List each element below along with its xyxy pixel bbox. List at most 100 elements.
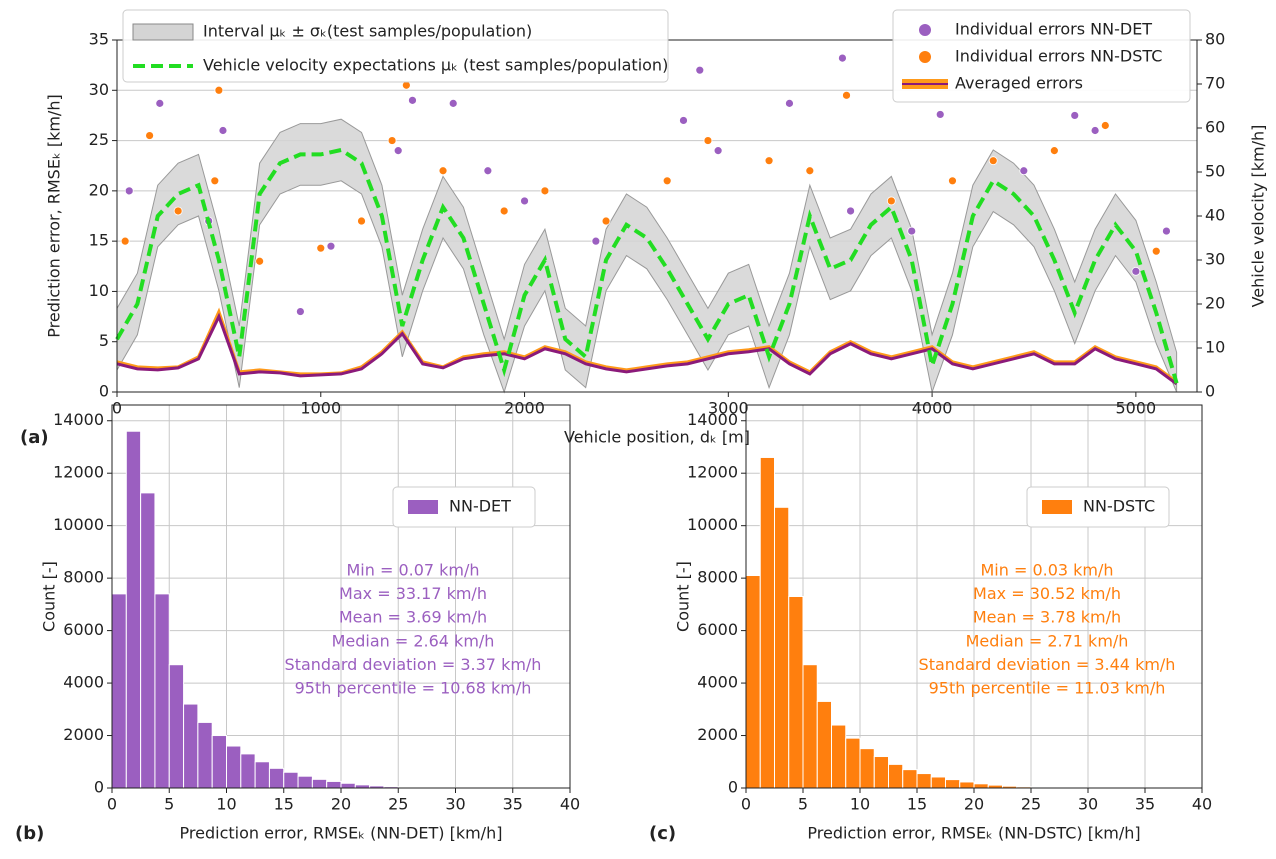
x-tick-label: 15 bbox=[907, 795, 927, 814]
error-point bbox=[295, 307, 305, 316]
histogram-bar bbox=[254, 761, 270, 789]
y2-axis-label: Vehicle velocity [km/h] bbox=[1249, 125, 1268, 308]
x-axis-label: Prediction error, RMSEₖ (NN-DSTC) [km/h] bbox=[807, 824, 1140, 843]
x-tick-label: 5 bbox=[164, 795, 174, 814]
error-point bbox=[173, 206, 183, 216]
legend-box bbox=[1026, 486, 1170, 528]
histogram-bar bbox=[111, 593, 127, 789]
histogram-bar bbox=[959, 781, 975, 789]
y-tick-label: 6000 bbox=[697, 620, 738, 639]
x-tick-label: 10 bbox=[850, 795, 870, 814]
error-point bbox=[842, 90, 851, 100]
stats-annotation: Max = 30.52 km/h bbox=[973, 584, 1121, 603]
histogram-bar bbox=[845, 737, 861, 789]
y-axis-label: Count [-] bbox=[40, 561, 59, 632]
error-point bbox=[886, 196, 896, 206]
stats-annotation: Median = 2.64 km/h bbox=[332, 631, 495, 650]
histogram-bar bbox=[973, 783, 989, 789]
legend-velocity: Interval μₖ ± σₖ(test samples/population… bbox=[122, 9, 669, 83]
error-point bbox=[316, 243, 326, 253]
error-point bbox=[155, 98, 165, 108]
histogram-bar bbox=[902, 769, 918, 789]
velocity-band bbox=[116, 118, 1178, 394]
error-point bbox=[520, 196, 529, 206]
legend-label: Interval μₖ ± σₖ(test samples/population… bbox=[203, 22, 532, 41]
x-axis-label: Vehicle position, dₖ [m] bbox=[564, 428, 750, 447]
error-point bbox=[448, 98, 458, 108]
legend-swatch bbox=[408, 500, 438, 514]
error-point bbox=[120, 236, 130, 246]
panel-label: (b) bbox=[15, 823, 44, 844]
histogram-bar bbox=[816, 700, 832, 789]
legend-label: Individual errors NN-DSTC bbox=[955, 47, 1162, 66]
error-point bbox=[357, 216, 366, 226]
error-point bbox=[948, 176, 957, 186]
y-tick-label: 10000 bbox=[687, 515, 738, 534]
x-tick-label: 20 bbox=[331, 795, 351, 814]
stats-annotation: Mean = 3.69 km/h bbox=[339, 608, 487, 627]
legend-label: Individual errors NN-DET bbox=[955, 20, 1152, 39]
error-point bbox=[1019, 166, 1029, 176]
histogram-bar bbox=[140, 492, 156, 789]
y-tick-label: 2000 bbox=[697, 725, 738, 744]
legend-errors: Individual errors NN-DET Individual error… bbox=[892, 9, 1191, 103]
legend-box bbox=[392, 486, 536, 528]
histogram-bar bbox=[183, 703, 199, 789]
histogram-bar bbox=[831, 724, 847, 789]
y-tick-label: 15 bbox=[89, 231, 109, 250]
error-point bbox=[785, 98, 794, 108]
stats-annotation: Min = 0.07 km/h bbox=[346, 561, 479, 580]
histogram-bar bbox=[930, 776, 946, 789]
x-tick-label: 40 bbox=[560, 795, 580, 814]
x-tick-label: 15 bbox=[274, 795, 294, 814]
legend-label: NN-DSTC bbox=[1083, 497, 1155, 516]
y-tick-label: 35 bbox=[89, 30, 109, 49]
histogram-bar bbox=[774, 506, 790, 789]
plot-frame bbox=[111, 404, 571, 789]
error-point bbox=[1151, 246, 1161, 256]
y2-tick-label: 10 bbox=[1205, 338, 1225, 357]
panel-label: (a) bbox=[20, 427, 49, 448]
y-tick-label: 14000 bbox=[687, 410, 738, 429]
stats-annotation: Min = 0.03 km/h bbox=[980, 561, 1113, 580]
legend-swatch bbox=[132, 23, 194, 41]
histogram-bar bbox=[211, 735, 227, 789]
y-tick-label: 10000 bbox=[53, 515, 104, 534]
error-point bbox=[591, 236, 601, 246]
histogram-bar bbox=[297, 775, 313, 789]
x-axis-label: Prediction error, RMSEₖ (NN-DET) [km/h] bbox=[180, 824, 503, 843]
error-point bbox=[210, 176, 220, 186]
histogram-bar bbox=[168, 664, 185, 789]
error-point bbox=[764, 156, 774, 166]
y-axis-label: Count [-] bbox=[674, 561, 693, 632]
y-tick-label: 12000 bbox=[53, 463, 104, 482]
y-tick-label: 10 bbox=[89, 281, 109, 300]
error-point bbox=[1070, 111, 1080, 120]
legend-label: Averaged errors bbox=[955, 74, 1083, 93]
error-point bbox=[393, 146, 403, 156]
y-tick-label: 30 bbox=[89, 80, 109, 99]
y-tick-label: 4000 bbox=[63, 673, 104, 692]
histogram-bar bbox=[745, 575, 761, 789]
x-tick-label: 25 bbox=[1021, 795, 1041, 814]
y2-tick-label: 40 bbox=[1205, 206, 1225, 225]
histogram-bar bbox=[916, 773, 932, 789]
y-tick-label: 4000 bbox=[697, 673, 738, 692]
panel-label: (c) bbox=[649, 823, 676, 844]
x-tick-label: 30 bbox=[1078, 795, 1098, 814]
histogram-bar bbox=[125, 430, 142, 789]
error-point bbox=[326, 241, 336, 251]
stats-annotation: Standard deviation = 3.37 km/h bbox=[285, 655, 542, 674]
histogram-bar bbox=[802, 664, 818, 789]
stats-annotation: 95th percentile = 10.68 km/h bbox=[295, 679, 532, 698]
histogram-bar bbox=[788, 596, 804, 789]
histogram-bar bbox=[888, 763, 904, 789]
error-point bbox=[846, 206, 855, 216]
histogram-bar bbox=[197, 721, 213, 789]
x-tick-label: 30 bbox=[445, 795, 465, 814]
x-tick-label: 35 bbox=[1135, 795, 1155, 814]
y-axis-label: Prediction error, RMSEₖ [km/h] bbox=[45, 94, 64, 337]
error-point bbox=[255, 256, 265, 266]
error-point bbox=[499, 206, 509, 216]
